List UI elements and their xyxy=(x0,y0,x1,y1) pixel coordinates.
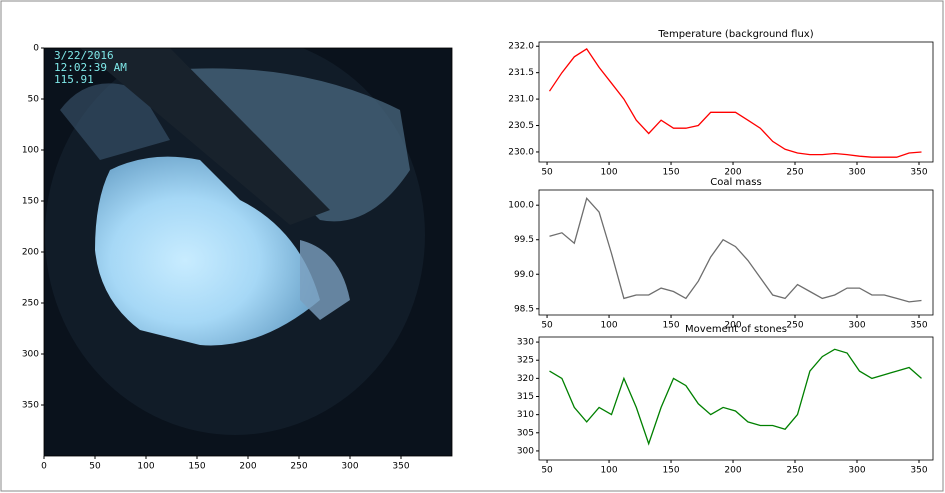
y-tick-label: 98.5 xyxy=(514,304,534,314)
x-tick-label: 250 xyxy=(786,168,803,178)
x-tick-label: 200 xyxy=(724,168,741,178)
x-tick-label: 200 xyxy=(239,462,256,472)
y-tick-label: 231.0 xyxy=(508,95,534,105)
y-tick-label: 99.0 xyxy=(514,270,534,280)
camera-image xyxy=(44,35,452,456)
y-tick-label: 315 xyxy=(517,392,534,402)
x-tick-label: 50 xyxy=(541,321,553,331)
x-tick-label: 200 xyxy=(724,466,741,476)
y-tick-label: 350 xyxy=(22,401,39,411)
y-tick-label: 230.5 xyxy=(508,121,534,131)
x-tick-label: 150 xyxy=(662,466,679,476)
x-tick-label: 100 xyxy=(600,321,617,331)
y-tick-label: 300 xyxy=(22,350,39,360)
line xyxy=(550,198,922,302)
x-tick-label: 350 xyxy=(910,321,927,331)
x-tick-label: 100 xyxy=(600,466,617,476)
x-tick-label: 100 xyxy=(137,462,154,472)
y-tick-label: 100.0 xyxy=(508,201,534,211)
x-tick-label: 150 xyxy=(662,168,679,178)
x-tick-label: 350 xyxy=(910,168,927,178)
y-tick-label: 230.0 xyxy=(508,147,534,157)
x-tick-label: 50 xyxy=(541,466,553,476)
x-tick-label: 250 xyxy=(290,462,307,472)
y-tick-label: 310 xyxy=(517,410,534,420)
axes xyxy=(539,337,933,460)
x-tick-label: 50 xyxy=(541,168,553,178)
y-tick-label: 150 xyxy=(22,197,39,207)
x-tick-label: 350 xyxy=(910,466,927,476)
y-tick-label: 325 xyxy=(517,356,534,366)
y-tick-label: 330 xyxy=(517,338,534,348)
line xyxy=(550,349,922,443)
y-tick-label: 100 xyxy=(22,146,39,156)
x-tick-label: 300 xyxy=(848,321,865,331)
x-tick-label: 250 xyxy=(786,321,803,331)
x-tick-label: 50 xyxy=(89,462,101,472)
image-overlay-text: 115.91 xyxy=(54,73,94,86)
y-tick-label: 250 xyxy=(22,299,39,309)
x-tick-label: 150 xyxy=(662,321,679,331)
screen: 0 50 100 150 200 250 300 350 0 50 100 150 200 250 300 3… xyxy=(0,0,945,493)
y-tick-label: 200 xyxy=(22,248,39,258)
x-tick-label: 350 xyxy=(392,462,409,472)
y-tick-label: 300 xyxy=(517,446,534,456)
x-tick-label: 300 xyxy=(848,168,865,178)
chart-title: Coal mass xyxy=(710,177,761,188)
y-tick-label: 0 xyxy=(33,44,39,54)
line xyxy=(550,49,922,157)
y-tick-label: 231.5 xyxy=(508,68,534,78)
y-tick-label: 305 xyxy=(517,428,534,438)
chart-title: Movement of stones xyxy=(685,324,787,335)
x-tick-label: 100 xyxy=(600,168,617,178)
x-tick-label: 300 xyxy=(848,466,865,476)
y-tick-label: 320 xyxy=(517,374,534,384)
x-tick-label: 0 xyxy=(41,462,47,472)
x-tick-label: 300 xyxy=(341,462,358,472)
y-tick-label: 99.5 xyxy=(514,235,534,245)
y-tick-label: 50 xyxy=(28,95,40,105)
axes xyxy=(539,42,933,162)
axes xyxy=(539,190,933,315)
x-tick-label: 150 xyxy=(188,462,205,472)
x-tick-label: 250 xyxy=(786,466,803,476)
y-tick-label: 232.0 xyxy=(508,42,534,52)
chart-title: Temperature (background flux) xyxy=(657,29,813,40)
